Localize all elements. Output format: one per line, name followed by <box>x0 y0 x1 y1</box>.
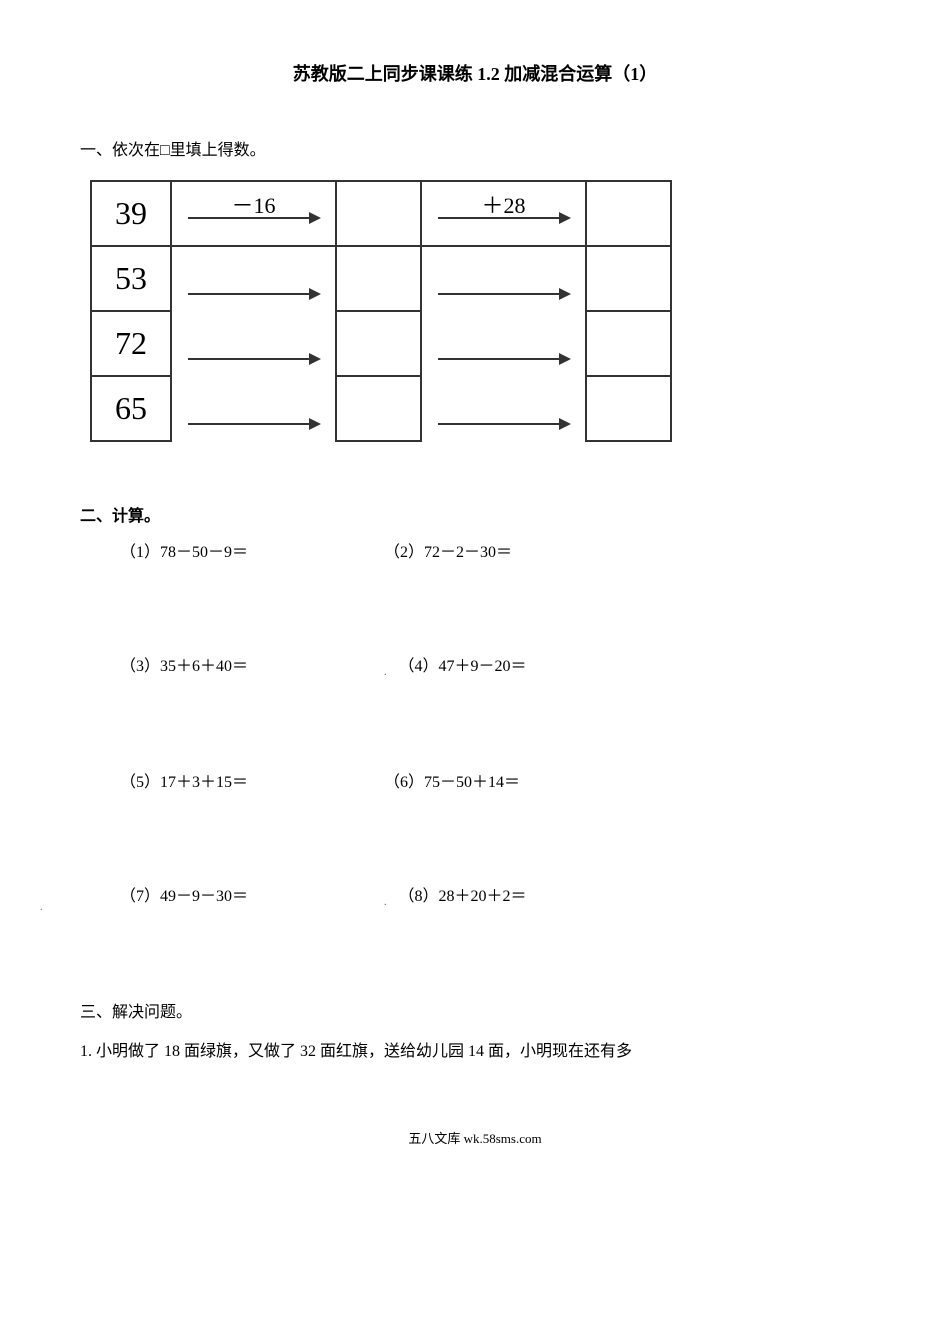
flow-table: 39 －16 ＋28 53 72 65 <box>90 180 672 442</box>
section-one-header: 一、依次在□里填上得数。 <box>80 136 870 160</box>
end-cell-3 <box>586 311 671 376</box>
arrow-icon <box>188 423 318 425</box>
table-row: 39 －16 ＋28 <box>91 181 671 246</box>
mid-cell-3 <box>336 311 421 376</box>
arrow-icon <box>188 358 318 360</box>
table-row: 53 <box>91 246 671 311</box>
arrow-icon <box>438 358 568 360</box>
calc-row: （3）35＋6＋40＝ . （4）47＋9－20＝ <box>120 652 870 678</box>
start-cell-1: 39 <box>91 181 171 246</box>
arrow-icon <box>188 217 318 219</box>
dot-marker-icon: . <box>384 667 387 678</box>
calc-item-8: （8）28＋20＋2＝ <box>399 882 659 906</box>
calc-row: （5）17＋3＋15＝ （6）75－50＋14＝ <box>120 768 870 792</box>
arrow-cell <box>171 376 336 441</box>
calc-row: （7）49－9－30＝ . （8）28＋20＋2＝ <box>120 882 870 908</box>
arrow-icon <box>438 423 568 425</box>
end-cell-2 <box>586 246 671 311</box>
dot-marker-icon: . <box>384 897 387 908</box>
op2-label: ＋28 <box>481 188 525 220</box>
calc-row: （1）78－50－9＝ （2）72－2－30＝ <box>120 538 870 562</box>
section-three-header: 三、解决问题。 <box>80 998 870 1022</box>
arrow-icon <box>438 293 568 295</box>
start-cell-2: 53 <box>91 246 171 311</box>
calc-item-2: （2）72－2－30＝ <box>384 538 644 562</box>
arrow-cell <box>421 376 586 441</box>
dot-marker-icon: . <box>40 902 43 913</box>
start-cell-3: 72 <box>91 311 171 376</box>
table-row: 65 <box>91 376 671 441</box>
arrow-cell <box>421 311 586 376</box>
op1-label: －16 <box>231 188 275 220</box>
calc-item-4: （4）47＋9－20＝ <box>399 652 659 676</box>
calc-item-5: （5）17＋3＋15＝ <box>120 768 380 792</box>
arrow-cell <box>171 311 336 376</box>
problem-1-text: 1. 小明做了 18 面绿旗，又做了 32 面红旗，送给幼儿园 14 面，小明现… <box>80 1037 870 1067</box>
arrow-cell <box>421 246 586 311</box>
start-cell-4: 65 <box>91 376 171 441</box>
page-footer: 五八文库 wk.58sms.com <box>80 1128 870 1147</box>
arrow-icon <box>438 217 568 219</box>
mid-cell-2 <box>336 246 421 311</box>
op1-cell: －16 <box>171 181 336 246</box>
table-row: 72 <box>91 311 671 376</box>
mid-cell-1 <box>336 181 421 246</box>
op2-cell: ＋28 <box>421 181 586 246</box>
page-title: 苏教版二上同步课课练 1.2 加减混合运算（1） <box>80 60 870 86</box>
end-cell-1 <box>586 181 671 246</box>
calc-item-7: （7）49－9－30＝ <box>120 882 380 906</box>
mid-cell-4 <box>336 376 421 441</box>
calc-item-3: （3）35＋6＋40＝ <box>120 652 380 676</box>
arrow-icon <box>188 293 318 295</box>
end-cell-4 <box>586 376 671 441</box>
section-two-header: 二、计算。 <box>80 502 870 526</box>
arrow-cell <box>171 246 336 311</box>
calc-item-6: （6）75－50＋14＝ <box>384 768 644 792</box>
calc-item-1: （1）78－50－9＝ <box>120 538 380 562</box>
